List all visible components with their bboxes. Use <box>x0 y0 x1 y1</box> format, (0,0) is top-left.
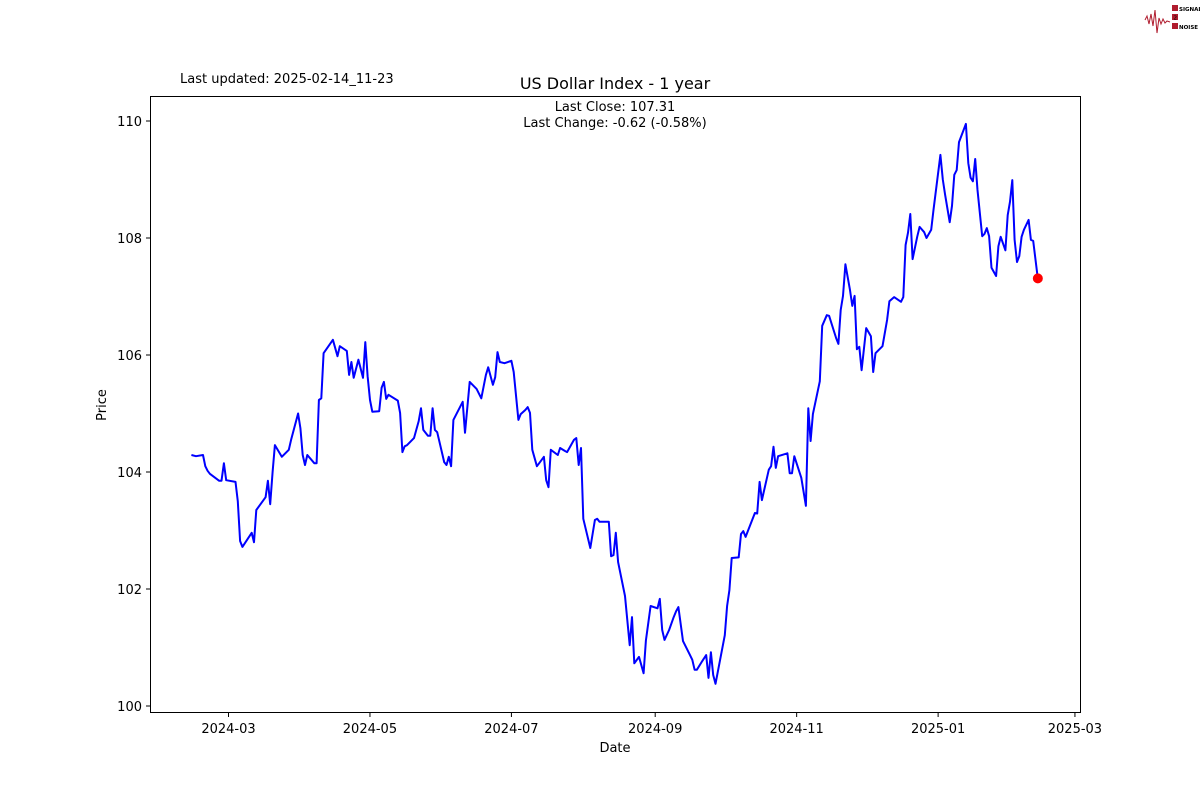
price-line-series <box>191 122 1039 685</box>
x-tick-label: 2024-09 <box>628 722 682 737</box>
y-axis-label: Price <box>95 389 110 421</box>
last-close-point <box>1032 273 1043 284</box>
chart-title: US Dollar Index - 1 year <box>520 74 711 93</box>
y-tick-label: 110 <box>117 115 142 130</box>
last-updated-label: Last updated: 2025-02-14_11-23 <box>180 72 394 87</box>
logo-text-signal: SIGNAL <box>1179 7 1200 13</box>
y-tick-label: 104 <box>117 466 142 481</box>
y-tick-label: 100 <box>117 700 142 715</box>
y-axis: 100 102 104 106 108 110 <box>117 115 151 715</box>
x-axis: 2024-03 2024-05 2024-07 2024-09 2024-11 2025-… <box>201 712 1102 737</box>
x-tick-label: 2024-03 <box>201 722 255 737</box>
y-tick-label: 102 <box>117 583 142 598</box>
plot-frame <box>150 96 1081 713</box>
x-tick-label: 2025-03 <box>1048 722 1102 737</box>
x-tick-label: 2024-11 <box>769 722 823 737</box>
x-tick-label: 2024-05 <box>343 722 397 737</box>
last-change-annotation: Last Change: -0.62 (-0.58%) <box>523 116 706 131</box>
y-tick-label: 108 <box>117 232 142 247</box>
y-tick-label: 106 <box>117 349 142 364</box>
logo-text-noise: NOISE <box>1179 25 1198 31</box>
x-tick-label: 2024-07 <box>484 722 538 737</box>
x-tick-label: 2025-01 <box>911 722 965 737</box>
last-close-annotation: Last Close: 107.31 <box>555 100 676 115</box>
x-axis-label: Date <box>599 741 630 756</box>
logo-text-2: 2 <box>1174 16 1178 22</box>
logo-waveform <box>1144 9 1171 34</box>
signal-2-noise-logo: SIGNAL NOISE 2 <box>1144 5 1200 34</box>
